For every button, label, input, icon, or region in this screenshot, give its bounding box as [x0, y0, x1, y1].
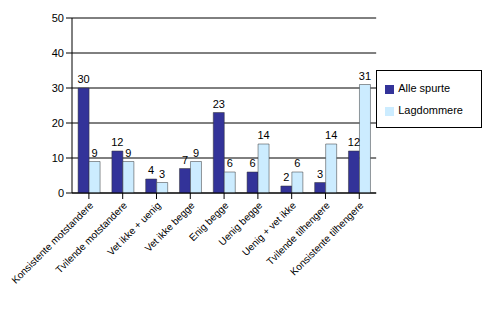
svg-text:14: 14 [257, 129, 269, 141]
svg-text:Tvilende tilhengere: Tvilende tilhengere [264, 199, 332, 267]
svg-text:40: 40 [52, 47, 64, 59]
svg-text:Konsistente motstandere: Konsistente motstandere [9, 199, 96, 286]
svg-text:Vet ikke begge: Vet ikke begge [143, 199, 197, 253]
svg-text:Enig begge: Enig begge [187, 199, 231, 244]
svg-text:12: 12 [111, 136, 123, 148]
svg-text:31: 31 [359, 70, 371, 82]
svg-text:3: 3 [159, 168, 165, 180]
svg-text:50: 50 [52, 12, 64, 24]
svg-text:6: 6 [294, 157, 300, 169]
svg-text:6: 6 [250, 157, 256, 169]
svg-text:0: 0 [58, 187, 64, 199]
svg-text:14: 14 [325, 129, 337, 141]
svg-text:4: 4 [148, 164, 154, 176]
svg-text:Tvilende motstandere: Tvilende motstandere [53, 199, 130, 276]
svg-text:Konsistente tilhengere: Konsistente tilhengere [288, 199, 366, 277]
svg-text:3: 3 [317, 168, 323, 180]
svg-text:9: 9 [125, 147, 131, 159]
svg-text:Vet ikke + uenig: Vet ikke + uenig [105, 199, 163, 258]
svg-text:12: 12 [348, 136, 360, 148]
svg-text:10: 10 [52, 152, 64, 164]
svg-text:Uenig begge: Uenig begge [216, 199, 265, 248]
svg-text:2: 2 [283, 171, 289, 183]
svg-text:7: 7 [182, 154, 188, 166]
html-text:Lagdommere: Lagdommere [398, 104, 463, 116]
svg-text:23: 23 [213, 98, 225, 110]
html-text:Alle spurte: Alle spurte [398, 82, 451, 94]
svg-text:9: 9 [92, 147, 98, 159]
svg-text:30: 30 [52, 82, 64, 94]
svg-text:30: 30 [77, 73, 89, 85]
svg-text:6: 6 [227, 157, 233, 169]
svg-text:Uenig + vet ikke: Uenig + vet ikke [239, 199, 299, 258]
svg-text:9: 9 [193, 147, 199, 159]
svg-text:20: 20 [52, 117, 64, 129]
